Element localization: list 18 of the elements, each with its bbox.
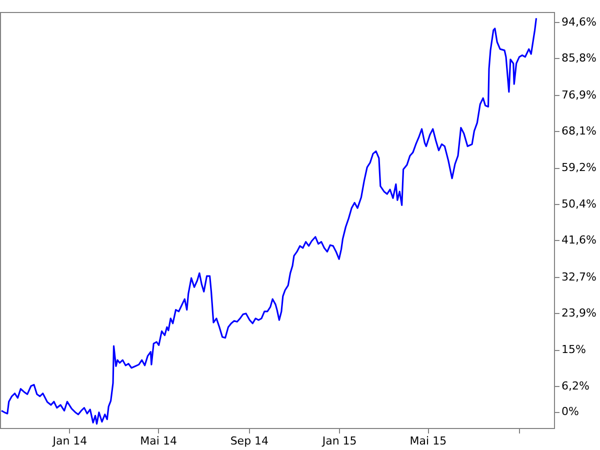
y-tick-label: 15% [562, 343, 586, 356]
x-tick-label: Mai 14 [140, 434, 177, 448]
y-tick-label: 59,2% [562, 161, 596, 174]
y-tick-label: 41,6% [562, 234, 596, 247]
y-tick-label: 68,1% [562, 124, 596, 138]
y-tick-label: 0% [562, 405, 579, 418]
x-tick-label: Mai 15 [410, 434, 447, 448]
y-tick-label: 23,9% [562, 306, 596, 320]
y-tick-label: 6,2% [562, 379, 590, 392]
x-tick-label: Jan 15 [321, 434, 357, 448]
line-series [0, 17, 538, 425]
y-tick-label: 85,8% [562, 52, 596, 65]
x-tick-label: Sep 14 [230, 434, 269, 448]
y-tick-label: 76,9% [562, 88, 596, 102]
y-tick-label: 94,6% [562, 15, 596, 28]
x-tick-label: Jan 14 [52, 434, 88, 448]
y-tick-label: 50,4% [562, 197, 596, 210]
y-tick-label: 32,7% [562, 270, 596, 284]
